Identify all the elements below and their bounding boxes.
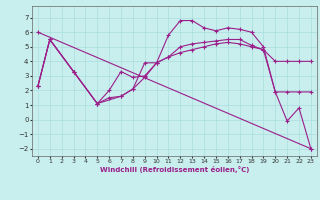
X-axis label: Windchill (Refroidissement éolien,°C): Windchill (Refroidissement éolien,°C) [100, 166, 249, 173]
